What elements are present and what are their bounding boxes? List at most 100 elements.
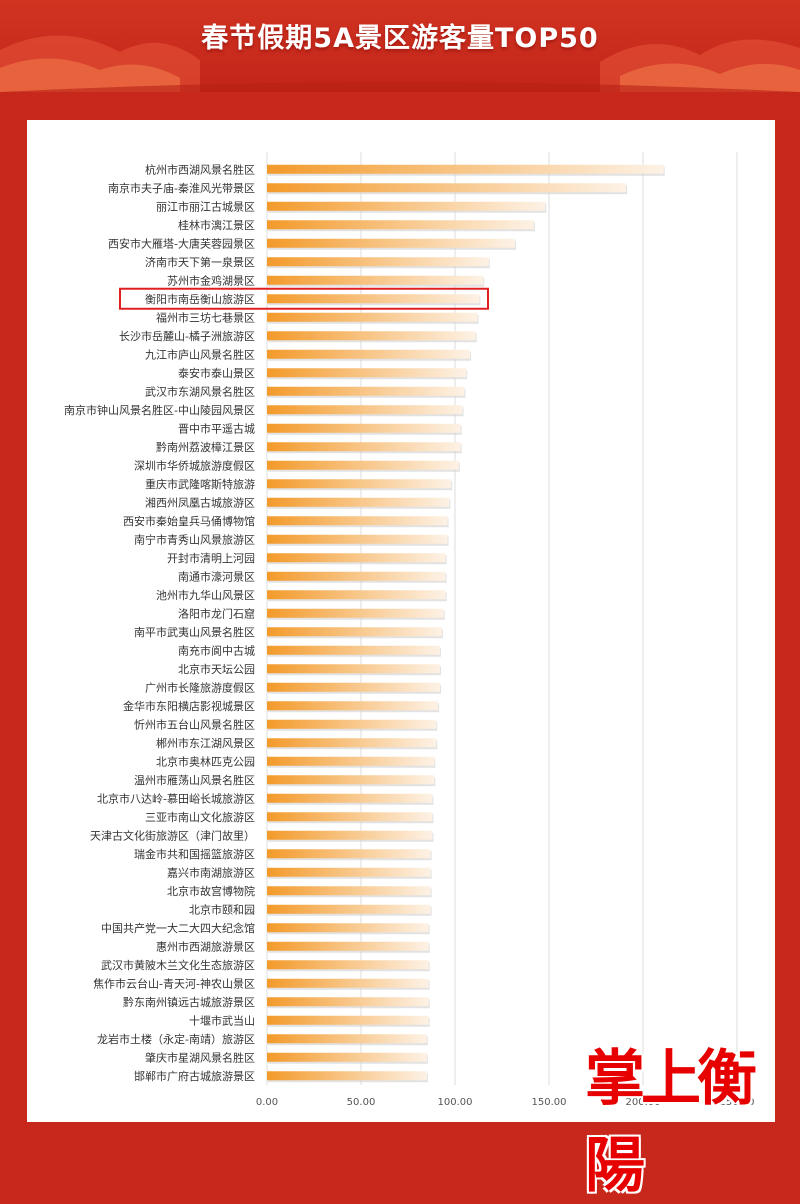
bar [267, 756, 435, 766]
category-label: 黔南州荔波樟江景区 [156, 440, 255, 454]
x-tick-label: 50.00 [347, 1097, 376, 1108]
category-label: 武汉市东湖风景名胜区 [145, 384, 255, 398]
bar [267, 386, 465, 396]
bar [267, 645, 440, 655]
bar [267, 312, 478, 322]
category-label: 西安市大雁塔-大唐芙蓉园景区 [108, 236, 255, 250]
bar [267, 1034, 427, 1044]
category-label: 南通市濠河景区 [178, 569, 255, 583]
category-label: 北京市奥林匹克公园 [156, 754, 255, 768]
bar [267, 997, 429, 1007]
category-label: 南宁市青秀山风景旅游区 [134, 532, 255, 546]
bar [267, 960, 429, 970]
bar [267, 183, 627, 193]
bar [267, 738, 437, 748]
category-label: 九江市庐山风景名胜区 [145, 347, 255, 361]
chart-panel: 杭州市西湖风景名胜区南京市夫子庙-秦淮风光带景区丽江市丽江古城景区桂林市漓江景区… [27, 120, 775, 1122]
category-label: 温州市雁荡山风景名胜区 [134, 773, 255, 787]
category-label: 邯郸市广府古城旅游景区 [134, 1069, 255, 1083]
bar [267, 534, 448, 544]
bar [267, 719, 437, 729]
bar [267, 627, 442, 637]
category-label: 武汉市黄陂木兰文化生态旅游区 [101, 958, 255, 972]
category-label: 洛阳市龙门石窟 [178, 606, 255, 620]
category-label: 北京市八达岭-慕田峪长城旅游区 [97, 791, 255, 805]
category-label: 泰安市泰山景区 [178, 366, 255, 380]
bar [267, 701, 439, 711]
watermark-logo: 掌上衡陽 [585, 1044, 757, 1201]
highlight-box [119, 287, 489, 310]
category-label: 三亚市南山文化旅游区 [145, 810, 255, 824]
category-label: 深圳市华侨城旅游度假区 [134, 458, 255, 472]
bar [267, 201, 546, 211]
bar [267, 849, 431, 859]
category-label: 福州市三坊七巷景区 [156, 310, 255, 324]
category-label: 杭州市西湖风景名胜区 [145, 162, 255, 176]
bar [267, 571, 446, 581]
bar [267, 442, 461, 452]
category-label: 肇庆市星湖风景名胜区 [145, 1050, 255, 1064]
bar [267, 349, 471, 359]
category-label: 丽江市丽江古城景区 [156, 199, 255, 213]
bar [267, 793, 433, 803]
bar-chart: 杭州市西湖风景名胜区南京市夫子庙-秦淮风光带景区丽江市丽江古城景区桂林市漓江景区… [64, 152, 755, 1108]
bar [267, 590, 446, 600]
bar [267, 238, 516, 248]
category-label: 南平市武夷山风景名胜区 [134, 625, 255, 639]
bar [267, 405, 463, 415]
category-label: 天津古文化街旅游区（津门故里） [90, 828, 255, 842]
category-label: 忻州市五台山风景名胜区 [134, 717, 255, 731]
bar [267, 775, 435, 785]
category-label: 北京市天坛公园 [178, 662, 255, 676]
category-label: 金华市东阳横店影视城景区 [123, 699, 255, 713]
bar [267, 368, 467, 378]
category-label: 南京市夫子庙-秦淮风光带景区 [108, 181, 255, 195]
x-tick-label: 200.00 [626, 1097, 661, 1108]
header-banner: 春节假期5A景区游客量TOP50 [0, 0, 800, 92]
bar [267, 164, 664, 174]
category-label: 池州市九华山风景区 [156, 588, 255, 602]
page-title: 春节假期5A景区游客量TOP50 [201, 23, 599, 54]
category-label: 济南市天下第一泉景区 [145, 255, 255, 269]
category-label: 西安市秦始皇兵马俑博物馆 [123, 514, 255, 528]
x-tick-label: 100.00 [438, 1097, 473, 1108]
bar [267, 275, 484, 285]
bar [267, 812, 433, 822]
category-label: 重庆市武隆喀斯特旅游 [145, 477, 255, 491]
bar [267, 220, 534, 230]
bar [267, 867, 431, 877]
x-tick-label: 150.00 [532, 1097, 567, 1108]
category-label: 中国共产党一大二大四大纪念馆 [101, 921, 255, 935]
category-label: 焦作市云台山-青天河-神农山景区 [93, 976, 255, 990]
bar [267, 830, 433, 840]
category-label: 北京市颐和园 [189, 902, 255, 916]
category-label: 十堰市武当山 [189, 1013, 255, 1027]
category-label: 开封市清明上河园 [167, 551, 255, 565]
x-tick-label: 250.00 [720, 1097, 755, 1108]
bar [267, 553, 446, 563]
bar [267, 331, 476, 341]
bar [267, 664, 440, 674]
bar [267, 257, 489, 267]
category-label: 苏州市金鸡湖景区 [167, 273, 255, 287]
category-label: 长沙市岳麓山-橘子洲旅游区 [119, 329, 255, 343]
category-label: 北京市故宫博物院 [167, 884, 255, 898]
category-label: 晋中市平遥古城 [178, 421, 255, 435]
bar [267, 941, 429, 951]
category-label: 桂林市漓江景区 [178, 218, 255, 232]
bar [267, 886, 431, 896]
bar [267, 479, 452, 489]
bar [267, 516, 448, 526]
bar [267, 1071, 427, 1081]
category-label: 湘西州凤凰古城旅游区 [145, 495, 255, 509]
x-tick-label: 0.00 [256, 1097, 278, 1108]
bar [267, 497, 450, 507]
cloud-decoration-icon [0, 35, 800, 92]
bar [267, 460, 459, 470]
category-label: 南充市阆中古城 [178, 643, 255, 657]
bar [267, 294, 480, 304]
bar [267, 923, 429, 933]
bar [267, 682, 440, 692]
bar [267, 608, 444, 618]
bar [267, 978, 429, 988]
